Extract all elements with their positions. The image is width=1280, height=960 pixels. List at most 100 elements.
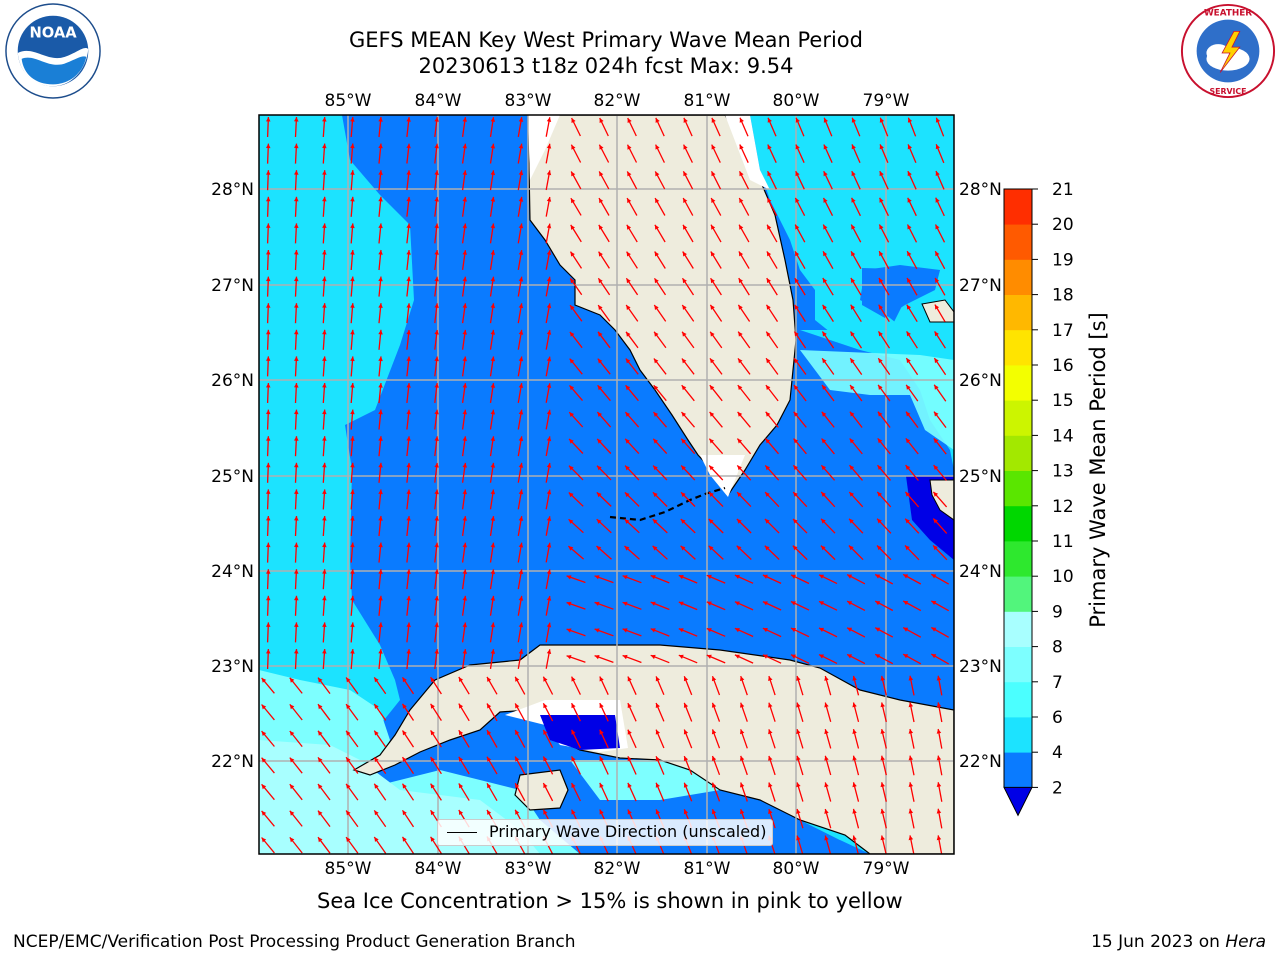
wave-direction-arrowhead <box>261 810 267 816</box>
lon-tick-bottom: 81°W <box>684 859 731 879</box>
wave-direction-arrowhead <box>378 223 383 229</box>
wave-direction-arrowhead <box>378 516 383 521</box>
lat-tick-right: 22°N <box>959 752 1002 772</box>
wave-direction-arrowhead <box>406 303 411 308</box>
wave-direction-arrowhead <box>599 198 604 204</box>
colorbar-segment <box>1004 752 1032 788</box>
colorbar-segment <box>1004 365 1032 401</box>
wave-direction-arrowhead <box>850 385 855 390</box>
wave-direction-arrowhead <box>627 729 632 735</box>
wave-direction-arrowhead <box>655 703 660 708</box>
wave-direction-arrowhead <box>266 276 271 282</box>
wave-direction-arrowhead <box>546 383 552 388</box>
wave-direction-arrowhead <box>933 545 938 551</box>
wave-direction-arrowhead <box>546 409 552 415</box>
wave-direction-arrowhead <box>709 385 715 391</box>
wave-direction-arrowhead <box>737 411 743 417</box>
wave-direction-arrowhead <box>322 356 327 361</box>
wave-direction-arrowhead <box>518 462 524 468</box>
wave-direction-arrowhead <box>908 782 914 787</box>
wave-direction-arrowhead <box>905 491 910 497</box>
wave-direction-arrowhead <box>711 171 716 177</box>
wave-direction-arrowhead <box>318 837 323 843</box>
wave-direction-arrowhead <box>851 171 856 177</box>
wave-direction-arrowhead <box>765 411 771 417</box>
wave-direction-arrowhead <box>875 654 881 659</box>
wave-direction-arrowhead <box>546 622 552 628</box>
wave-direction-arrowhead <box>596 546 602 551</box>
wave-direction-arrowhead <box>627 171 632 177</box>
wave-direction-arrowhead <box>294 356 299 361</box>
wave-direction-arrowhead <box>350 489 355 495</box>
wave-direction-arrowhead <box>378 436 383 441</box>
wave-direction-arrowhead <box>294 276 299 282</box>
wave-direction-arrowhead <box>546 250 552 255</box>
wave-direction-arrowhead <box>490 329 496 335</box>
wave-direction-arrowhead <box>294 489 299 494</box>
wave-direction-arrowhead <box>569 358 575 364</box>
wave-direction-arrowhead <box>822 385 827 390</box>
wave-direction-arrowhead <box>546 649 552 654</box>
wave-direction-arrowhead <box>740 676 745 682</box>
wave-direction-arrowhead <box>794 331 799 337</box>
wave-direction-arrowhead <box>378 143 383 149</box>
wave-direction-arrowhead <box>655 171 660 177</box>
wave-direction-arrowhead <box>821 438 827 444</box>
wave-direction-arrowhead <box>934 411 939 417</box>
wave-direction-arrowhead <box>906 304 912 310</box>
wave-direction-arrowhead <box>738 358 743 364</box>
wave-direction-arrowhead <box>739 117 744 123</box>
wave-direction-arrowhead <box>518 383 524 388</box>
wave-direction-arrowhead <box>823 144 828 150</box>
wave-direction-arrowhead <box>318 704 323 710</box>
wave-direction-arrowhead <box>847 654 853 659</box>
wave-direction-arrowhead <box>795 197 800 203</box>
wave-direction-arrowhead <box>739 144 744 150</box>
wave-direction-arrowhead <box>518 329 524 335</box>
wave-direction-arrowhead <box>458 703 464 709</box>
wave-direction-arrowhead <box>875 627 881 632</box>
wave-direction-arrowhead <box>490 409 496 415</box>
wave-direction-arrowhead <box>655 729 660 735</box>
wave-direction-arrowhead <box>908 755 914 761</box>
wave-direction-arrowhead <box>350 329 355 335</box>
footer-credit: NCEP/EMC/Verification Post Processing Pr… <box>13 932 576 952</box>
wave-direction-arrowhead <box>765 492 770 497</box>
wave-direction-arrowhead <box>852 729 857 734</box>
wave-direction-arrowhead <box>490 170 496 176</box>
wave-direction-arrowhead <box>289 704 295 710</box>
wave-direction-arrowhead <box>795 171 800 177</box>
wave-direction-arrowhead <box>462 170 467 175</box>
wave-direction-arrowhead <box>907 277 912 283</box>
wave-direction-arrowhead <box>294 143 299 149</box>
colorbar-tick-label: 8 <box>1052 638 1063 658</box>
wave-direction-arrowhead <box>793 385 799 390</box>
wave-direction-arrowhead <box>350 649 355 654</box>
wave-direction-arrowhead <box>378 329 383 335</box>
wave-direction-arrowhead <box>546 143 552 149</box>
colorbar-segment <box>1004 541 1032 577</box>
wave-direction-arrowhead <box>819 627 824 632</box>
wave-direction-arrowhead <box>599 171 604 177</box>
wave-direction-arrowhead <box>792 545 798 551</box>
wave-direction-arrowhead <box>734 628 740 633</box>
wave-direction-arrowhead <box>406 569 411 574</box>
wave-direction-arrowhead <box>294 436 299 441</box>
wave-direction-arrowhead <box>908 808 914 814</box>
wave-direction-arrowhead <box>294 462 299 468</box>
wave-direction-arrowhead <box>851 197 856 203</box>
wave-direction-arrowhead <box>430 730 435 736</box>
wave-direction-arrowhead <box>518 303 524 309</box>
wave-direction-arrowhead <box>766 331 771 337</box>
wave-direction-arrowhead <box>791 628 796 633</box>
wave-direction-arrowhead <box>294 569 299 574</box>
wave-direction-arrowhead <box>566 628 572 633</box>
wave-direction-arrowhead <box>683 144 688 150</box>
wave-direction-arrowhead <box>849 465 855 471</box>
wave-direction-arrowhead <box>518 622 524 628</box>
wave-direction-arrowhead <box>880 755 885 761</box>
wave-direction-arrowhead <box>709 411 715 417</box>
wave-direction-arrowhead <box>768 702 773 708</box>
wave-direction-arrowhead <box>402 677 407 683</box>
wave-direction-arrowhead <box>851 144 856 150</box>
